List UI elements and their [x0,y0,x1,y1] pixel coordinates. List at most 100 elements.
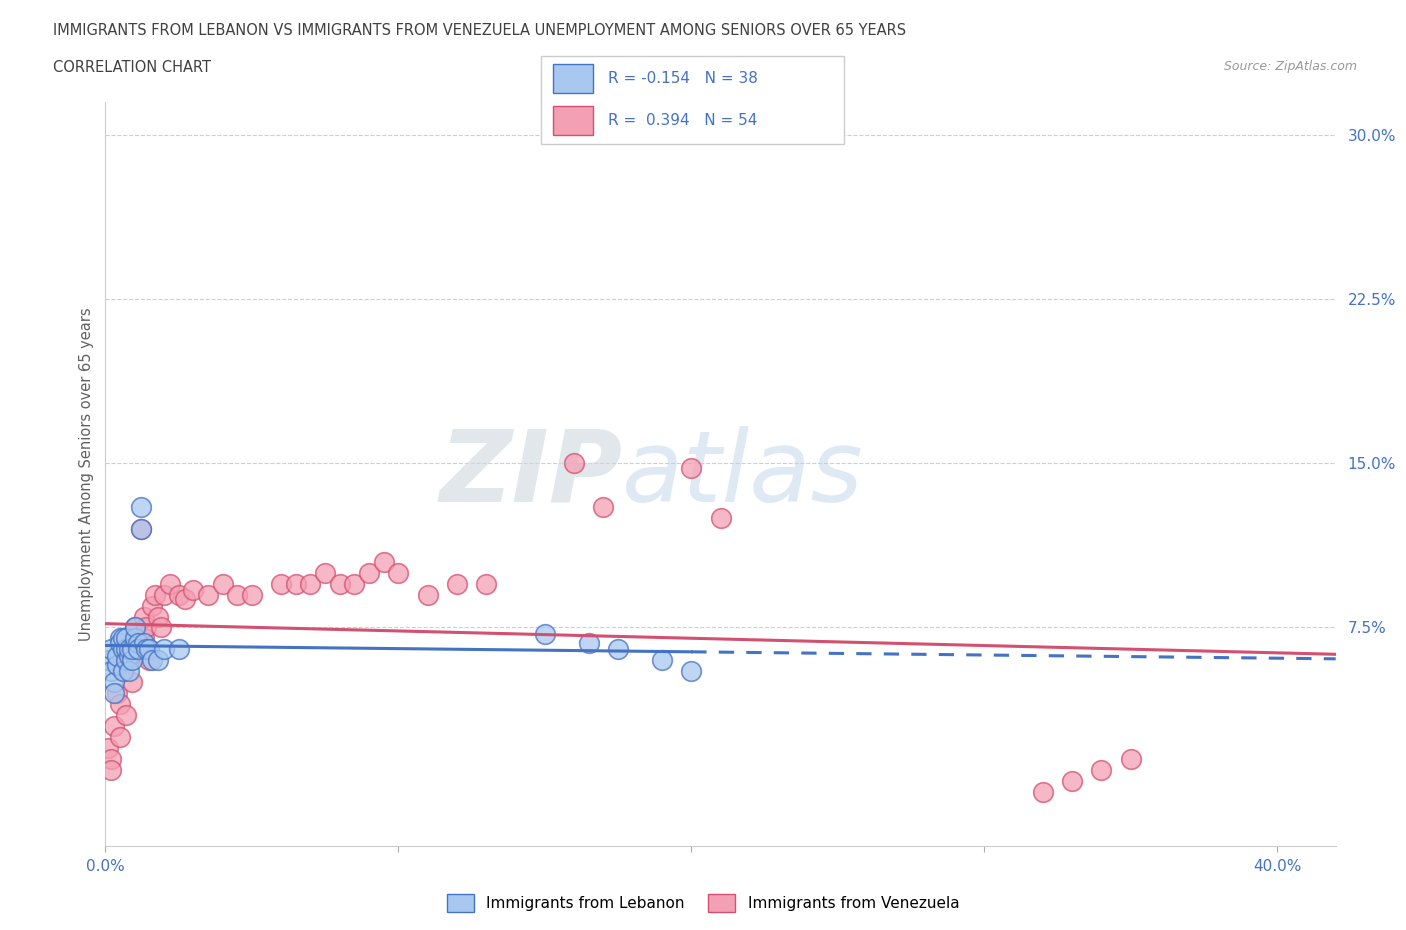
Point [115,642,138,657]
Point [118,653,141,668]
Text: IMMIGRANTS FROM LEBANON VS IMMIGRANTS FROM VENEZUELA UNEMPLOYMENT AMONG SENIORS : IMMIGRANTS FROM LEBANON VS IMMIGRANTS FR… [53,23,907,38]
Point [121,642,143,657]
Point [651,653,673,668]
Point [592,499,614,514]
Point [108,635,131,650]
Text: atlas: atlas [621,426,863,523]
Point [112,642,135,657]
Text: R =  0.394   N = 54: R = 0.394 N = 54 [607,113,758,128]
Point [132,631,155,645]
Point [183,583,205,598]
Bar [554,106,593,136]
Point [105,658,128,672]
Point [129,522,152,537]
Point [1090,763,1112,777]
Point [105,648,128,663]
Point [97,653,120,668]
Point [387,565,409,580]
Point [270,577,292,591]
Point [359,565,381,580]
Point [153,642,176,657]
Point [108,631,131,645]
Point [562,456,585,471]
Point [127,642,149,657]
Point [211,577,233,591]
Point [143,587,166,602]
Point [710,511,733,525]
Point [148,609,170,624]
Point [138,642,160,657]
Point [681,664,703,679]
Point [103,719,125,734]
Point [108,697,131,711]
Text: CORRELATION CHART: CORRELATION CHART [53,60,211,75]
Point [97,740,120,755]
Point [124,631,146,645]
Point [127,642,149,657]
Point [226,587,249,602]
Point [240,587,263,602]
Point [100,664,122,679]
Point [100,642,122,657]
Point [141,598,163,613]
Point [416,587,439,602]
Point [112,664,135,679]
Bar [554,64,593,93]
Point [132,635,155,650]
Point [173,591,195,606]
Point [578,635,600,650]
Point [314,565,336,580]
Point [132,609,155,624]
Point [153,587,176,602]
Point [1062,773,1084,788]
Point [373,554,395,569]
Point [103,675,125,690]
FancyBboxPatch shape [541,56,844,144]
Point [115,653,138,668]
Point [148,653,170,668]
Point [129,522,152,537]
Point [141,653,163,668]
Point [343,577,366,591]
Point [127,635,149,650]
Point [138,642,160,657]
Text: R = -0.154   N = 38: R = -0.154 N = 38 [607,71,758,86]
Point [329,577,352,591]
Point [118,664,141,679]
Point [103,685,125,700]
Point [124,620,146,635]
Point [129,499,152,514]
Point [299,577,322,591]
Point [607,642,630,657]
Point [121,653,143,668]
Point [124,635,146,650]
Text: Source: ZipAtlas.com: Source: ZipAtlas.com [1223,60,1357,73]
Point [138,653,160,668]
Point [115,631,138,645]
Point [121,675,143,690]
Point [135,620,157,635]
Point [135,642,157,657]
Point [167,587,190,602]
Point [475,577,498,591]
Point [150,620,173,635]
Y-axis label: Unemployment Among Seniors over 65 years: Unemployment Among Seniors over 65 years [79,308,94,641]
Point [112,631,135,645]
Point [112,664,135,679]
Point [284,577,307,591]
Point [167,642,190,657]
Point [197,587,219,602]
Point [108,729,131,744]
Point [681,460,703,475]
Point [1119,751,1142,766]
Point [1032,784,1054,799]
Point [533,627,555,642]
Point [118,642,141,657]
Point [100,763,122,777]
Point [118,648,141,663]
Text: ZIP: ZIP [439,426,621,523]
Point [124,620,146,635]
Point [100,751,122,766]
Point [118,642,141,657]
Legend: Immigrants from Lebanon, Immigrants from Venezuela: Immigrants from Lebanon, Immigrants from… [440,888,966,918]
